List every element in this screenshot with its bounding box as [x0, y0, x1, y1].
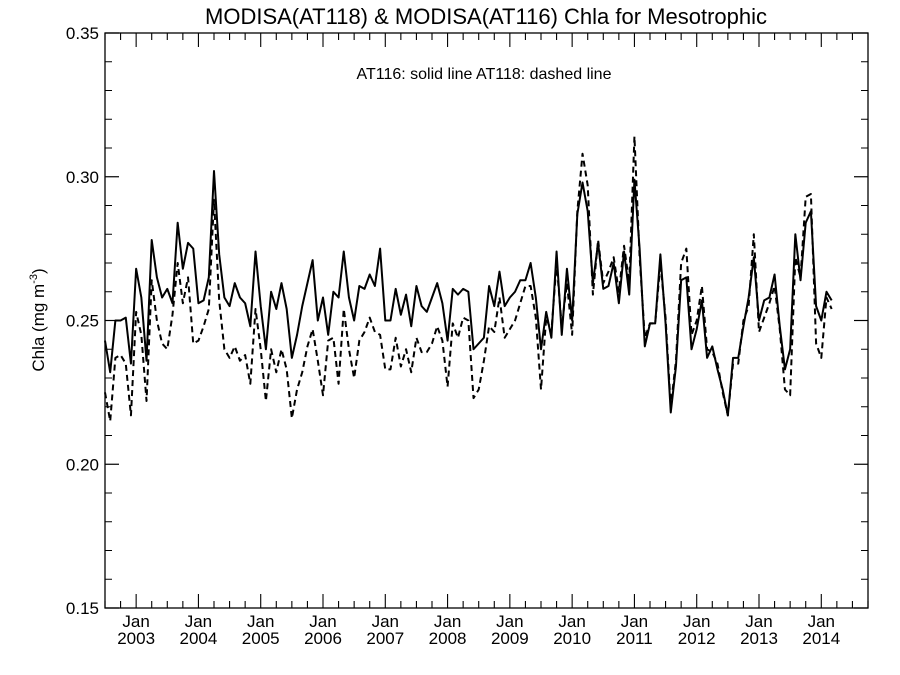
x-tick-year-label: 2005 [242, 629, 280, 648]
series-lines [104, 135, 833, 423]
x-tick-year-label: 2009 [491, 629, 529, 648]
x-tick-year-label: 2004 [180, 629, 218, 648]
y-tick-label: 0.20 [66, 455, 99, 474]
x-tick-month-label: Jan [372, 612, 399, 631]
x-tick-year-label: 2014 [802, 629, 840, 648]
x-tick-year-label: 2013 [740, 629, 778, 648]
x-tick-year-label: 2012 [678, 629, 716, 648]
x-tick-month-label: Jan [621, 612, 648, 631]
x-tick-month-label: Jan [247, 612, 274, 631]
x-tick-month-label: Jan [683, 612, 710, 631]
x-tick-month-label: Jan [808, 612, 835, 631]
y-axis-label-close: ) [29, 268, 48, 274]
x-tick-month-label: Jan [745, 612, 772, 631]
x-tick-month-label: Jan [434, 612, 461, 631]
y-tick-label: 0.25 [66, 312, 99, 331]
y-axis-label-main: Chla (mg m [29, 284, 48, 372]
y-axis-label: Chla (mg m-3) [28, 268, 48, 371]
x-tick-month-label: Jan [185, 612, 212, 631]
y-tick-label: 0.35 [66, 24, 99, 43]
x-tick-year-label: 2008 [429, 629, 467, 648]
x-tick-year-label: 2007 [366, 629, 404, 648]
y-axis-label-superscript: -3 [28, 274, 40, 284]
x-tick-year-label: 2003 [117, 629, 155, 648]
x-tick-month-label: Jan [122, 612, 149, 631]
x-tick-month-label: Jan [558, 612, 585, 631]
axis-ticks: 0.150.200.250.300.35Jan2003Jan2004Jan200… [66, 24, 869, 648]
x-tick-year-label: 2010 [553, 629, 591, 648]
chart-title: MODISA(AT118) & MODISA(AT116) Chla for M… [205, 4, 767, 29]
series-annotation: AT116: solid line AT118: dashed line [357, 66, 612, 83]
x-tick-year-label: 2006 [304, 629, 342, 648]
x-tick-year-label: 2011 [616, 629, 653, 648]
y-tick-label: 0.30 [66, 168, 99, 187]
series-line-at118-dashed [104, 135, 833, 423]
x-tick-month-label: Jan [309, 612, 336, 631]
y-tick-label: 0.15 [66, 599, 99, 618]
x-tick-month-label: Jan [496, 612, 523, 631]
